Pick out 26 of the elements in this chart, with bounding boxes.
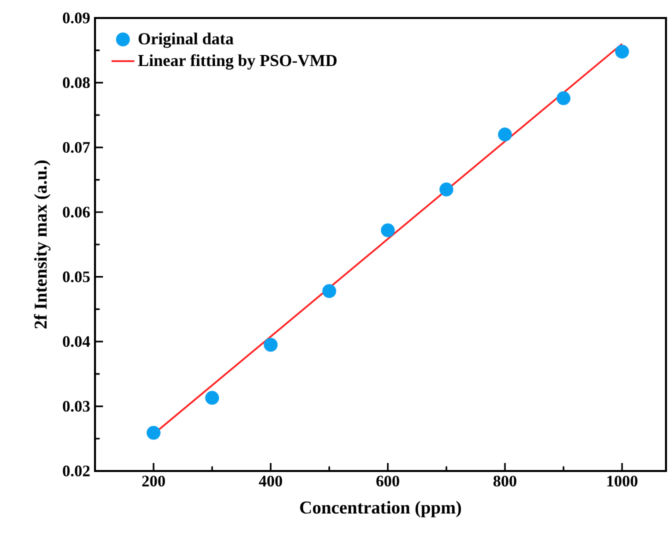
point [322, 284, 336, 298]
point [146, 426, 160, 440]
y-tick-label: 0.06 [62, 206, 90, 218]
y-tick-label: 0.07 [62, 142, 90, 153]
y-tick-label: 0.03 [62, 400, 90, 412]
point [264, 338, 278, 352]
y-tick-label: 0.09 [62, 12, 90, 24]
y-axis-title: 2f Intensity max (a.u.) [34, 160, 50, 328]
legend-label: Linear fitting by PSO-VMD [138, 54, 337, 70]
y-tick-label: 0.02 [62, 466, 90, 476]
point [439, 182, 454, 196]
legend-label: Original data [138, 32, 234, 48]
x-tick-label: 1000 [607, 476, 638, 486]
point [380, 223, 395, 238]
x-axis-title: Concentration (ppm) [300, 500, 461, 518]
x-tick-label: 400 [258, 476, 282, 486]
y-tick-label: 0.04 [62, 336, 90, 347]
x-tick-label: 600 [376, 476, 400, 486]
point [556, 91, 570, 106]
y-tick-label: 0.05 [62, 271, 90, 282]
y-tick-label: 0.08 [62, 77, 90, 88]
x-tick-label: 200 [142, 476, 165, 486]
point [498, 128, 512, 142]
point [205, 390, 220, 405]
x-tick-label: 800 [493, 476, 516, 486]
point [615, 44, 630, 59]
